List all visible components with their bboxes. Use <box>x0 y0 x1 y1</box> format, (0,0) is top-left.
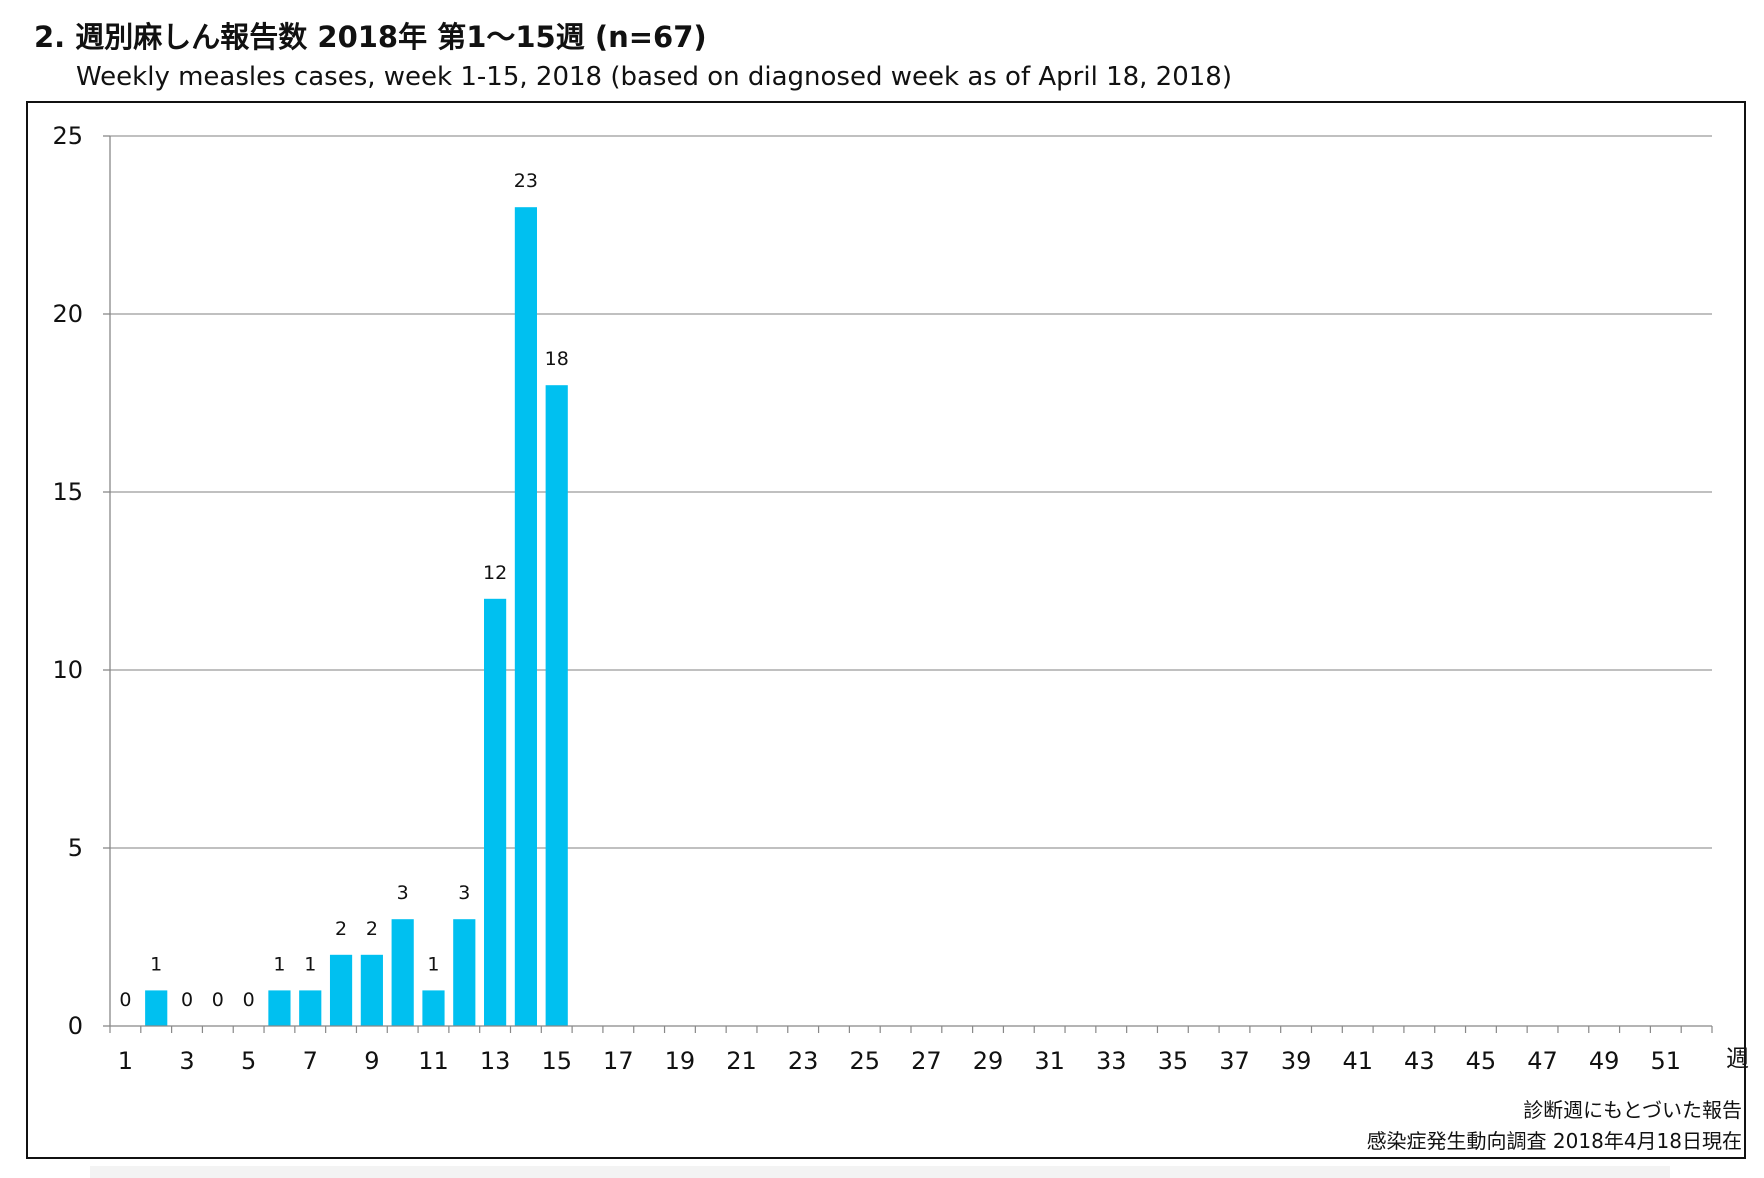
x-axis-label: 週 <box>1726 1046 1749 1072</box>
y-tick-label: 10 <box>52 656 83 684</box>
bar <box>453 919 476 1026</box>
x-axis: 1 3 5 7 9 11 13 15 17 19 21 23 25 27 29 31 33 35 37 39 41 43 4… <box>109 1025 1749 1075</box>
x-tick-label: 19 <box>665 1047 696 1075</box>
x-tick-label: 45 <box>1466 1047 1497 1075</box>
y-tick-label: 0 <box>68 1012 83 1040</box>
x-tick-label: 41 <box>1342 1047 1373 1075</box>
bar <box>391 919 414 1026</box>
x-tick-label: 17 <box>603 1047 634 1075</box>
data-label: 0 <box>181 989 193 1011</box>
data-label: 23 <box>514 170 538 192</box>
x-tick-label: 47 <box>1527 1047 1558 1075</box>
bar <box>484 598 507 1026</box>
x-tick-label: 9 <box>364 1047 379 1075</box>
data-label: 3 <box>397 882 409 904</box>
chart-subtitle: Weekly measles cases, week 1-15, 2018 (b… <box>76 62 1232 92</box>
x-tick-label: 13 <box>480 1047 511 1075</box>
footnote-source: 感染症発生動向調査 2018年4月18日現在 <box>1366 1129 1742 1153</box>
x-tick-label: 23 <box>788 1047 819 1075</box>
bar <box>545 385 568 1026</box>
bar <box>360 954 383 1026</box>
data-label: 2 <box>335 918 347 940</box>
x-tick-label: 7 <box>303 1047 318 1075</box>
x-tick-label: 11 <box>418 1047 449 1075</box>
data-label: 18 <box>545 348 569 370</box>
x-tick-label: 31 <box>1034 1047 1065 1075</box>
y-tick-label: 5 <box>68 834 83 862</box>
data-label: 0 <box>119 989 131 1011</box>
x-tick-label: 43 <box>1404 1047 1435 1075</box>
data-label: 1 <box>150 953 162 975</box>
x-tick-label: 49 <box>1589 1047 1620 1075</box>
data-label: 0 <box>212 989 224 1011</box>
data-label: 1 <box>273 953 285 975</box>
x-tick-label: 29 <box>973 1047 1004 1075</box>
x-tick-label: 1 <box>118 1047 133 1075</box>
x-tick-label: 3 <box>179 1047 194 1075</box>
page-edge <box>90 1166 1670 1178</box>
x-tick-label: 37 <box>1219 1047 1250 1075</box>
bar <box>299 990 322 1026</box>
bar <box>145 990 168 1026</box>
gridlines <box>110 135 1712 849</box>
footnote-diagnosed-week: 診断週にもとづいた報告 <box>1523 1098 1742 1122</box>
bar <box>268 990 291 1026</box>
y-tick-label: 15 <box>52 478 83 506</box>
x-tick-label: 25 <box>850 1047 881 1075</box>
data-label: 3 <box>458 882 470 904</box>
data-label: 0 <box>243 989 255 1011</box>
x-tick-label: 27 <box>911 1047 942 1075</box>
x-tick-label: 39 <box>1281 1047 1312 1075</box>
x-tick-label: 5 <box>241 1047 256 1075</box>
bars <box>145 207 568 1026</box>
bar <box>329 954 353 1026</box>
y-axis: 0 5 10 15 20 25 <box>52 122 111 1040</box>
x-tick-label: 51 <box>1651 1047 1682 1075</box>
chart-title: 2. 週別麻しん報告数 2018年 第1～15週 (n=67) <box>34 20 707 54</box>
x-tick-label: 33 <box>1096 1047 1127 1075</box>
x-tick-label: 15 <box>541 1047 572 1075</box>
y-tick-label: 20 <box>52 300 83 328</box>
data-label: 1 <box>427 953 439 975</box>
x-tick-label: 21 <box>726 1047 757 1075</box>
data-label: 12 <box>483 562 507 584</box>
chart-frame <box>26 101 1746 1159</box>
x-tick-label: 35 <box>1158 1047 1189 1075</box>
bar <box>514 207 537 1026</box>
bar <box>422 990 445 1026</box>
data-label: 1 <box>304 953 316 975</box>
y-tick-label: 25 <box>52 122 83 150</box>
data-label: 2 <box>366 918 378 940</box>
